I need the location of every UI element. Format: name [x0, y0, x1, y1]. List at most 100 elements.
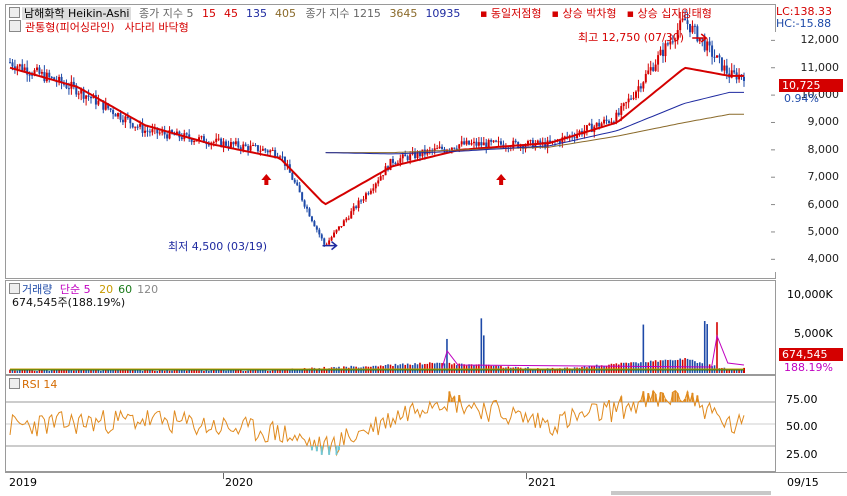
ma-line-blue — [325, 91, 744, 155]
volume-bar — [522, 368, 524, 373]
candle — [45, 69, 48, 83]
candle — [328, 237, 331, 245]
candle — [330, 235, 333, 242]
panel-check-icon[interactable] — [9, 7, 20, 18]
candle — [303, 199, 306, 209]
volume-bar — [637, 363, 640, 373]
volume-bar — [627, 363, 630, 373]
candle — [109, 107, 112, 113]
volume-bar — [308, 368, 311, 373]
volume-bar — [271, 370, 274, 373]
volume-info: 674,545주(188.19%) — [12, 296, 126, 309]
candle — [617, 108, 620, 117]
volume-bar — [92, 370, 95, 373]
volume-bar — [225, 370, 227, 373]
volume-bar — [185, 370, 188, 373]
candle — [605, 115, 608, 125]
volume-bar — [190, 370, 193, 373]
volume-bar — [433, 363, 436, 373]
volume-bar — [117, 369, 119, 373]
candle — [421, 149, 424, 158]
candle — [377, 177, 380, 187]
candle — [121, 115, 124, 126]
volume-bar — [733, 369, 735, 373]
candle — [676, 23, 679, 45]
candle — [124, 114, 127, 128]
candle — [85, 94, 88, 106]
volume-bar — [291, 368, 294, 373]
volume-bar — [554, 369, 556, 373]
volume-plot[interactable] — [6, 281, 775, 374]
candle — [217, 133, 220, 142]
candle — [472, 137, 475, 149]
panel-check-icon[interactable] — [9, 283, 20, 294]
candle — [497, 136, 500, 147]
candle — [460, 135, 463, 147]
volume-bar — [544, 369, 546, 373]
candle — [21, 59, 24, 72]
candle — [335, 229, 338, 235]
candle — [266, 149, 269, 156]
volume-bar — [220, 369, 222, 373]
candle — [40, 69, 43, 77]
volume-bar — [279, 370, 281, 373]
scroll-thumb[interactable] — [611, 491, 771, 495]
volume-bar — [176, 369, 178, 373]
volume-ma-periods: 20 60 120 — [94, 283, 158, 296]
volume-bar — [293, 370, 296, 373]
grid-icon[interactable] — [9, 20, 21, 32]
candle — [708, 37, 711, 53]
volume-panel[interactable] — [5, 280, 776, 375]
volume-bar — [139, 369, 141, 373]
rsi-panel[interactable] — [5, 375, 776, 472]
x-axis[interactable]: 2019 2020 2021 09/15 — [5, 472, 847, 496]
candle — [227, 140, 230, 151]
x-label-2019: 2019 — [9, 476, 37, 489]
candle — [244, 142, 247, 147]
vol-tick-5000k: 5,000K — [794, 327, 833, 340]
candle — [642, 81, 645, 92]
volume-bar — [679, 358, 681, 373]
candle — [490, 138, 493, 146]
candle — [210, 141, 213, 150]
volume-bar — [610, 363, 613, 373]
candle — [453, 147, 456, 150]
candle — [313, 219, 316, 227]
candle — [644, 70, 647, 84]
volume-bar — [281, 369, 284, 373]
volume-bar — [31, 370, 33, 373]
low-arrow-icon — [322, 241, 338, 251]
panel-check-icon[interactable] — [9, 378, 20, 389]
volume-bar — [242, 371, 245, 373]
price-y-axis[interactable]: 12,000 11,000 10,000 9,000 8,000 7,000 6,000 5,… — [775, 32, 847, 272]
volume-bar — [136, 370, 139, 373]
volume-bar — [119, 369, 122, 373]
volume-bar — [215, 370, 218, 373]
volume-bar — [684, 358, 686, 373]
volume-bar — [53, 369, 55, 373]
candle — [350, 208, 353, 219]
volume-bar — [208, 370, 210, 373]
candle — [659, 46, 662, 56]
volume-bar — [85, 368, 87, 373]
volume-bar — [75, 370, 78, 373]
candle — [23, 63, 26, 72]
price-tick-5000: 5,000 — [807, 224, 840, 238]
candle — [229, 138, 232, 149]
price-plot[interactable] — [6, 5, 775, 278]
price-tick-9000: 9,000 — [807, 115, 840, 129]
volume-bar — [200, 369, 203, 373]
volume-bar — [541, 369, 544, 373]
price-panel[interactable] — [5, 4, 776, 279]
volume-bar — [38, 370, 41, 373]
rsi-plot[interactable] — [6, 376, 775, 471]
volume-bar — [43, 369, 46, 373]
volume-bar — [247, 370, 249, 373]
volume-bar — [104, 369, 107, 373]
ma-line-15 — [9, 66, 744, 206]
rsi-line — [9, 389, 745, 457]
volume-bar — [222, 369, 225, 373]
candle — [438, 141, 441, 149]
candle — [657, 51, 660, 72]
volume-bar — [124, 370, 127, 373]
